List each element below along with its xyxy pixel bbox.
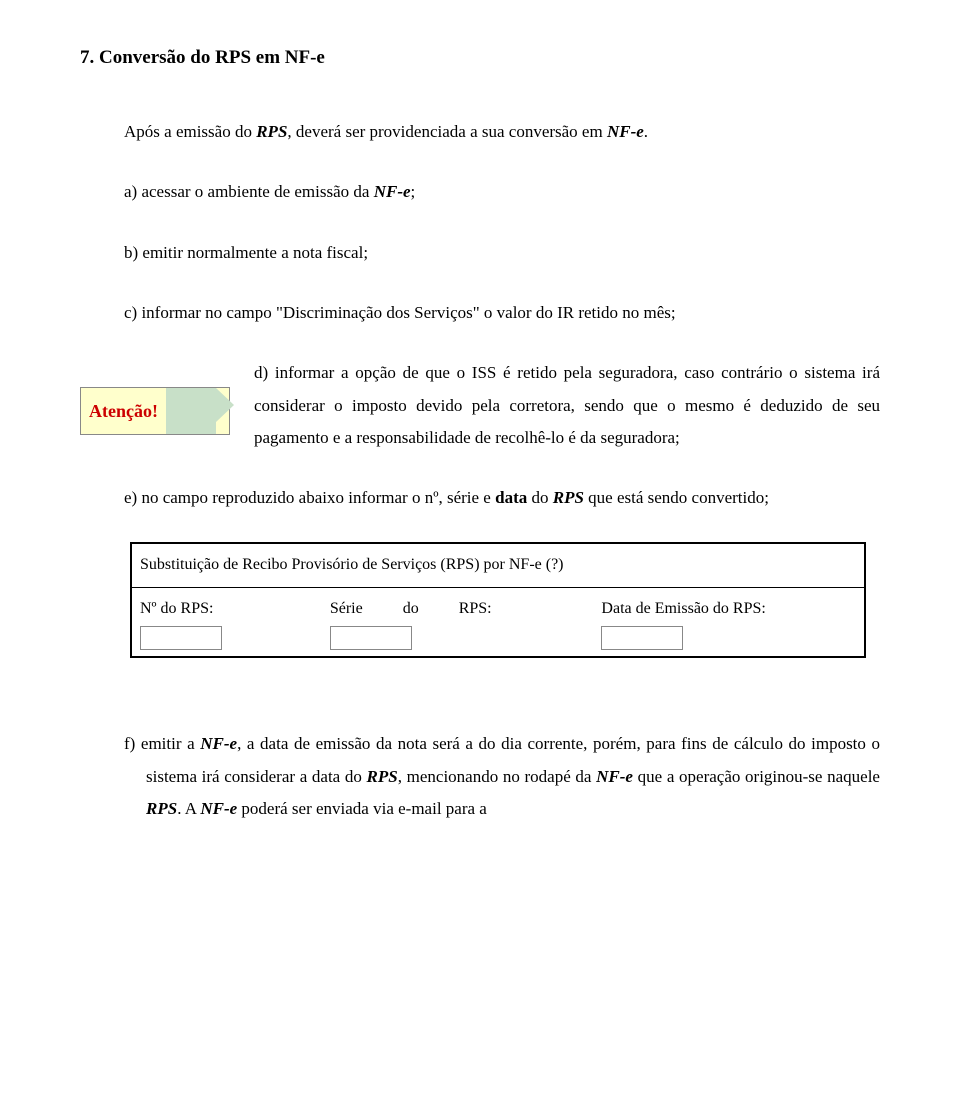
rps-input-data[interactable]	[601, 626, 683, 650]
item-a: a) acessar o ambiente de emissão da NF-e…	[80, 176, 880, 208]
item-f-rps1: RPS	[367, 767, 398, 786]
rps-label-serie-a: Série	[330, 600, 363, 617]
rps-input-serie[interactable]	[330, 626, 412, 650]
item-f-t3: que a operação originou-se naquele	[633, 767, 880, 786]
arrow-icon	[166, 388, 216, 434]
item-e-pre: e) no campo reproduzido abaixo informar …	[124, 488, 495, 507]
rps-col-data: Data de Emissão do RPS:	[593, 587, 865, 657]
rps-table-header: Substituição de Recibo Provisório de Ser…	[131, 543, 865, 587]
item-a-nfe: NF-e	[374, 182, 411, 201]
item-a-pre: a) acessar o ambiente de emissão da	[124, 182, 374, 201]
item-f-t5: poderá ser enviada via e-mail para a	[237, 799, 487, 818]
item-d: d) informar a opção de que o ISS é retid…	[254, 357, 880, 454]
item-f-rps2: RPS	[146, 799, 177, 818]
item-f-t2: , mencionando no rodapé da	[398, 767, 596, 786]
section-title: 7. Conversão do RPS em NF-e	[80, 40, 880, 76]
rps-input-numero[interactable]	[140, 626, 222, 650]
rps-col-serie: Série do RPS:	[322, 587, 594, 657]
intro-mid: , deverá ser providenciada a sua convers…	[287, 122, 607, 141]
item-e-bold1: data	[495, 488, 527, 507]
item-f-nfe1: NF-e	[200, 734, 237, 753]
item-f-nfe2: NF-e	[596, 767, 633, 786]
intro-paragraph: Após a emissão do RPS, deverá ser provid…	[80, 116, 880, 148]
item-b: b) emitir normalmente a nota fiscal;	[80, 237, 880, 269]
intro-rps: RPS	[256, 122, 287, 141]
item-f: f) emitir a NF-e, a data de emissão da n…	[80, 728, 880, 825]
rps-label-numero: Nº do RPS:	[140, 600, 213, 617]
rps-substitution-table: Substituição de Recibo Provisório de Ser…	[130, 542, 866, 658]
item-f-nfe3: NF-e	[200, 799, 237, 818]
item-e-mid1: do	[527, 488, 553, 507]
attention-callout: Atenção!	[80, 387, 230, 435]
rps-label-serie-c: RPS:	[459, 600, 492, 617]
rps-label-serie-b: do	[403, 600, 419, 617]
item-f-pre: f) emitir a	[124, 734, 200, 753]
intro-post: .	[644, 122, 648, 141]
item-f-t4: . A	[177, 799, 200, 818]
item-c: c) informar no campo "Discriminação dos …	[80, 297, 880, 329]
item-e-rps: RPS	[553, 488, 584, 507]
rps-label-data: Data de Emissão do RPS:	[601, 600, 765, 617]
item-e-post: que está sendo convertido;	[584, 488, 769, 507]
item-d-row: Atenção! d) informar a opção de que o IS…	[80, 357, 880, 454]
rps-col-numero: Nº do RPS:	[131, 587, 322, 657]
intro-pre: Após a emissão do	[124, 122, 256, 141]
attention-box: Atenção!	[80, 387, 230, 435]
attention-label: Atenção!	[81, 388, 166, 434]
intro-nfe: NF-e	[607, 122, 644, 141]
item-e: e) no campo reproduzido abaixo informar …	[80, 482, 880, 514]
item-a-post: ;	[411, 182, 416, 201]
